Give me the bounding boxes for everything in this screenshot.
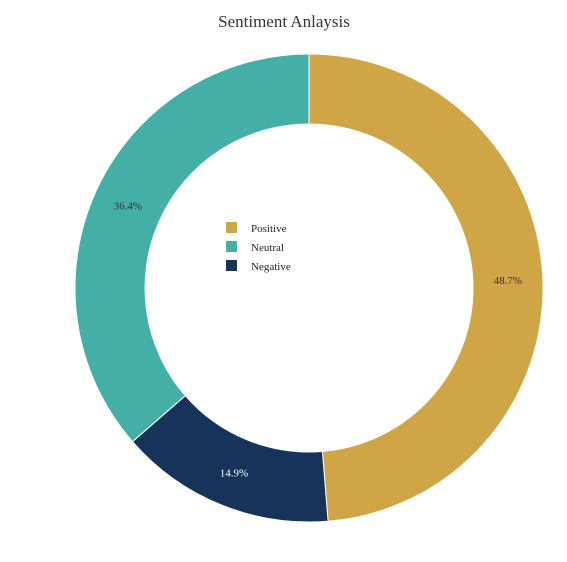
- legend-swatch-negative: [226, 260, 237, 271]
- slice-label-negative: 14.9%: [220, 467, 248, 479]
- slice-label-neutral: 36.4%: [114, 201, 142, 213]
- legend-item-positive: Positive: [226, 222, 287, 235]
- legend: Positive Neutral Negative: [226, 222, 291, 273]
- donut-slices: [74, 53, 544, 523]
- legend-item-neutral: Neutral: [226, 241, 284, 254]
- legend-item-negative: Negative: [226, 260, 291, 273]
- slice-neutral: [74, 53, 310, 443]
- legend-label-neutral: Neutral: [251, 242, 284, 254]
- legend-label-positive: Positive: [251, 223, 287, 235]
- legend-label-negative: Negative: [251, 261, 291, 273]
- slice-label-positive: 48.7%: [494, 275, 522, 287]
- legend-swatch-positive: [226, 222, 237, 233]
- chart-title: Sentiment Anlaysis: [218, 12, 350, 31]
- slice-positive: [308, 53, 544, 522]
- legend-swatch-neutral: [226, 241, 237, 252]
- slice-labels: 48.7% 14.9% 36.4%: [114, 201, 522, 480]
